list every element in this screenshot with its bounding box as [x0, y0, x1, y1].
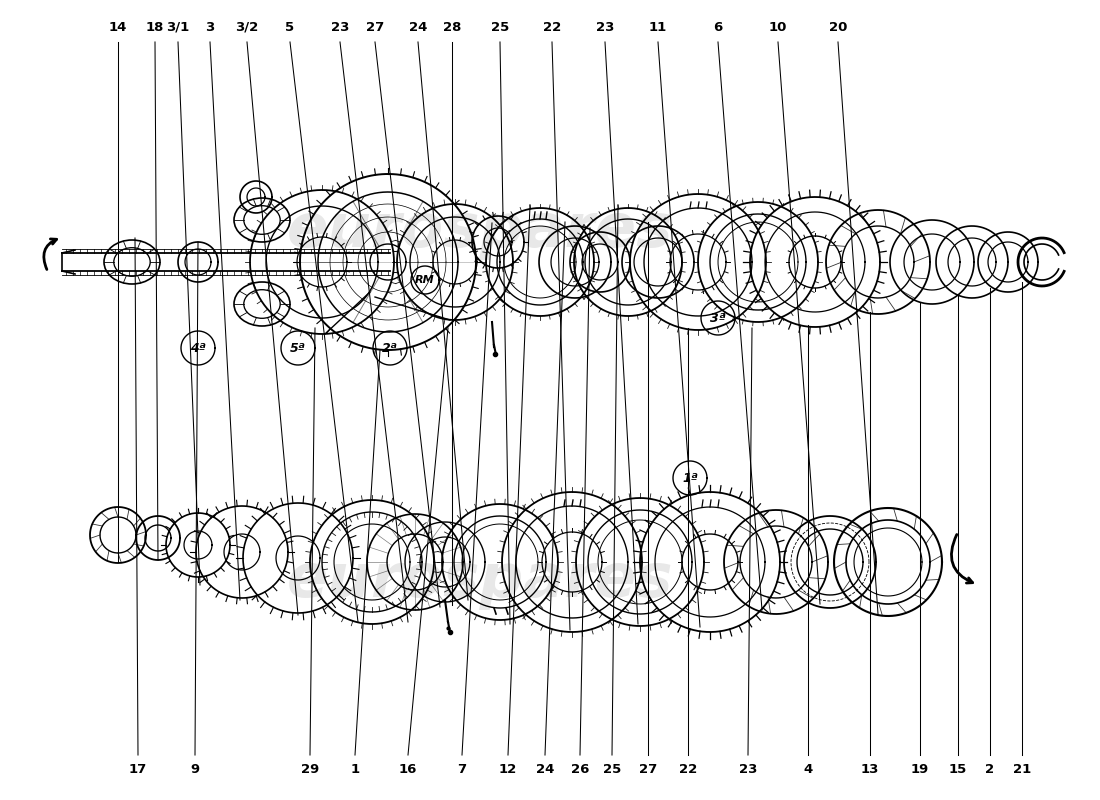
- Text: 2ª: 2ª: [382, 342, 398, 354]
- Text: 16: 16: [399, 763, 417, 776]
- Text: 18: 18: [146, 21, 164, 34]
- Text: 3/2: 3/2: [235, 21, 258, 34]
- Text: 20: 20: [828, 21, 847, 34]
- Text: 3ª: 3ª: [711, 311, 726, 325]
- Text: 17: 17: [129, 763, 147, 776]
- Text: 1: 1: [351, 763, 360, 776]
- Text: 24: 24: [536, 763, 554, 776]
- Text: 5ª: 5ª: [290, 342, 306, 354]
- Text: 2: 2: [986, 763, 994, 776]
- Text: 26: 26: [571, 763, 590, 776]
- Text: 10: 10: [769, 21, 788, 34]
- Text: 19: 19: [911, 763, 930, 776]
- Text: 25: 25: [491, 21, 509, 34]
- Text: 23: 23: [331, 21, 349, 34]
- Text: 27: 27: [366, 21, 384, 34]
- Text: 29: 29: [301, 763, 319, 776]
- Text: eurospares: eurospares: [287, 201, 673, 259]
- Text: 28: 28: [443, 21, 461, 34]
- Text: 6: 6: [714, 21, 723, 34]
- Text: 25: 25: [603, 763, 622, 776]
- Text: 14: 14: [109, 21, 128, 34]
- Text: 4: 4: [803, 763, 813, 776]
- Text: 3/1: 3/1: [166, 21, 189, 34]
- Text: eurospares: eurospares: [287, 550, 673, 610]
- Text: 11: 11: [649, 21, 667, 34]
- Text: 23: 23: [739, 763, 757, 776]
- Text: 24: 24: [409, 21, 427, 34]
- Text: 27: 27: [639, 763, 657, 776]
- Text: 4ª: 4ª: [190, 342, 206, 354]
- Text: 5: 5: [285, 21, 295, 34]
- Text: 15: 15: [949, 763, 967, 776]
- Text: 23: 23: [596, 21, 614, 34]
- Text: 3: 3: [206, 21, 214, 34]
- Text: 7: 7: [458, 763, 466, 776]
- Text: 22: 22: [679, 763, 697, 776]
- Text: RM: RM: [415, 275, 434, 285]
- Text: 21: 21: [1013, 763, 1031, 776]
- Text: 9: 9: [190, 763, 199, 776]
- Text: 1ª: 1ª: [682, 471, 697, 485]
- Text: 22: 22: [543, 21, 561, 34]
- Text: 12: 12: [499, 763, 517, 776]
- Text: 13: 13: [861, 763, 879, 776]
